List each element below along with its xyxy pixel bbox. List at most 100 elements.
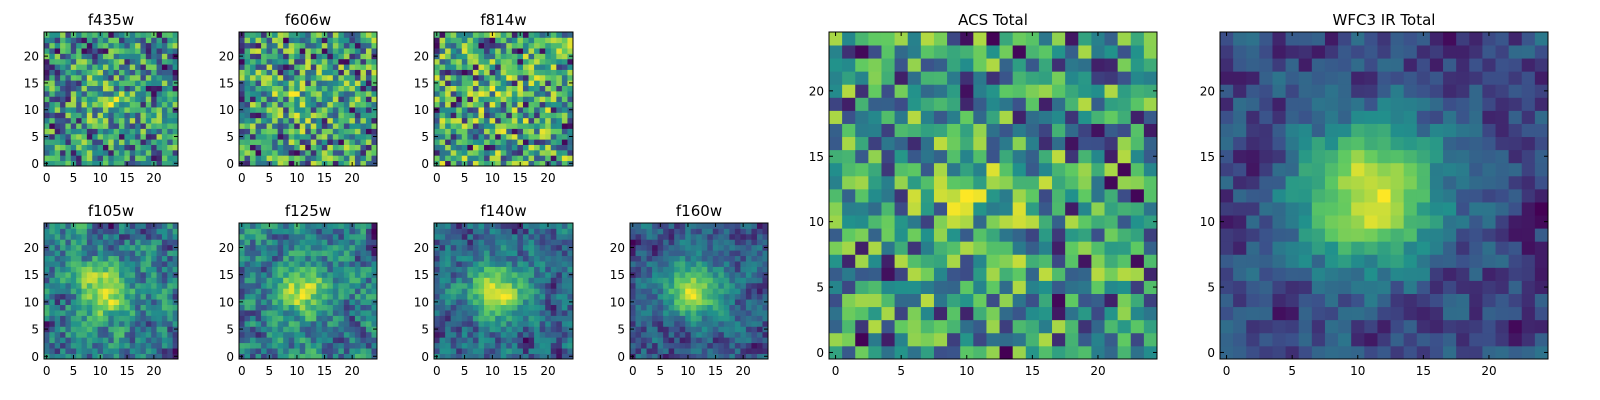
heatmap-cell [283,233,290,240]
heatmap-cell [343,101,350,108]
heatmap-cell [266,239,273,246]
heatmap-cell [461,228,468,235]
heatmap-cell [1143,188,1158,203]
heatmap-cell [49,155,56,162]
heatmap-cell [500,310,507,316]
heatmap-cell [288,282,295,289]
heatmap-cell [461,310,468,316]
heatmap-cell [239,342,245,349]
heatmap-cell [129,139,136,145]
heatmap-cell [54,53,61,60]
heatmap-cell [729,348,736,354]
heatmap-cell [751,293,758,300]
heatmap-cell [244,107,251,113]
heatmap-cell [250,32,256,38]
heatmap-cell [478,266,485,273]
heatmap-cell [266,80,273,86]
heatmap-cell [244,42,251,49]
heatmap-cell [450,42,457,49]
heatmap-cell [445,315,452,322]
heatmap-cell [172,37,179,44]
heatmap-cell [119,90,125,97]
heatmap-cell [729,266,736,273]
heatmap-cell [439,144,446,151]
heatmap-cell [119,353,125,360]
heatmap-cell [65,160,72,167]
heatmap-cell [119,326,125,333]
heatmap-cell [456,144,463,151]
heatmap-cell [506,337,513,344]
heatmap-cell [894,345,909,360]
heatmap-cell [371,250,378,257]
heatmap-cell [349,228,356,235]
heatmap-cell [534,348,541,354]
heatmap-cell [489,320,496,327]
heatmap-cell [113,331,120,338]
y-tick-label: 15 [414,76,429,90]
heatmap-cell [156,337,163,344]
heatmap-cell [294,64,301,70]
heatmap-cell [76,315,82,322]
heatmap-cell [129,255,136,262]
heatmap-cell [500,288,507,295]
heatmap-cell [244,112,251,119]
heatmap-cells-acs-total [829,32,1158,360]
heatmap-cell [1091,306,1105,321]
heatmap-cell [511,326,518,333]
heatmap-cell [740,282,747,289]
heatmap-cell [129,155,136,162]
heatmap-cell [145,315,152,322]
heatmap-cell [316,244,323,251]
heatmap-cell [567,58,574,65]
heatmap-cell [70,117,77,124]
heatmap-cell [522,112,529,119]
heatmap-cell [283,255,290,262]
heatmap-cell [288,96,295,103]
heatmap-cell [712,304,719,311]
heatmap-cell [250,117,256,124]
heatmap-cell [129,337,136,344]
heatmap-cell [556,239,563,246]
heatmap-cell [288,144,295,151]
heatmap-cell [60,299,66,305]
heatmap-cell [172,266,179,273]
heatmap-cell [550,58,557,65]
heatmap-cell [129,133,136,140]
heatmap-cell [86,128,93,135]
heatmap-cell [277,326,284,333]
heatmap-cell [829,149,843,164]
heatmap-cell [113,277,120,284]
heatmap-cell [467,299,474,305]
heatmap-cell [354,304,361,311]
heatmap-cell [239,74,245,81]
heatmap-cell [129,282,136,289]
heatmap-cell [745,310,752,316]
heatmap-cell [108,112,115,119]
heatmap-cell [332,266,339,273]
heatmap-cell [255,233,262,240]
heatmap-cell [250,266,256,273]
heatmap-cell [135,326,141,333]
heatmap-cell [305,155,312,162]
heatmap-cell [668,353,675,360]
heatmap-cell [354,107,361,113]
heatmap-cell [456,58,463,65]
heatmap-cell [679,244,686,251]
heatmap-cell [556,160,563,167]
heatmap-cell [299,250,306,257]
heatmap-cell [707,271,714,278]
heatmap-cell [108,123,115,129]
heatmap-cell [76,310,82,316]
heatmap-cell [327,48,334,54]
heatmap-cell [151,37,157,44]
heatmap-cell [920,293,935,308]
heatmap-cell [305,107,312,113]
heatmap-cell [151,96,157,103]
heatmap-cell [338,160,345,167]
heatmap-cell [299,64,306,70]
heatmap-cell [534,149,541,156]
heatmap-cell [696,277,703,284]
heatmap-cell [250,85,256,92]
heatmap-cell [310,233,317,240]
